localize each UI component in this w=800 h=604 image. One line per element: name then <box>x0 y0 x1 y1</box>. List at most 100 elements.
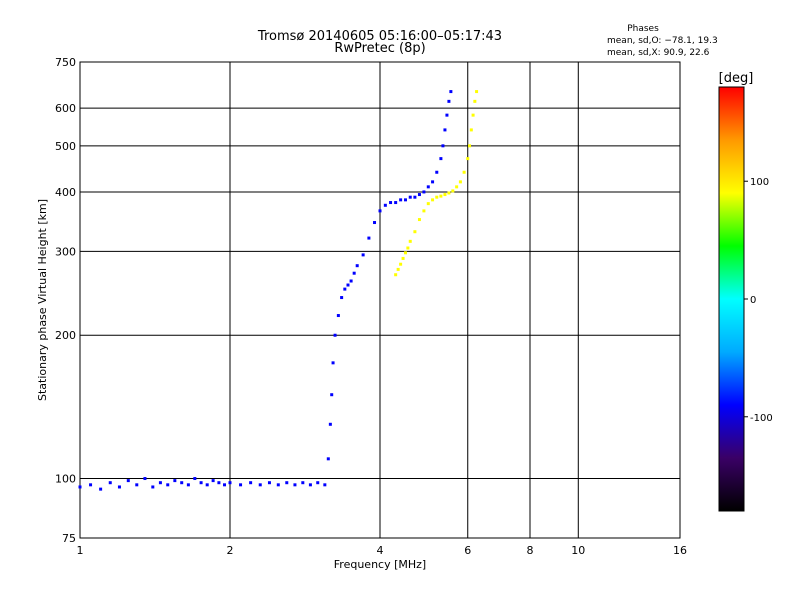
data-point <box>401 256 405 260</box>
y-axis-label: Stationary phase Virtual Height [km] <box>36 199 49 401</box>
x-axis-label: Frequency [MHz] <box>334 558 426 571</box>
data-point <box>316 481 320 485</box>
data-point <box>166 483 170 487</box>
phase-stats-o: mean, sd,O: −78.1, 19.3 <box>607 36 718 46</box>
data-point <box>466 157 470 161</box>
data-point <box>406 246 410 250</box>
data-point <box>455 185 459 189</box>
y-tick-label: 750 <box>55 56 76 69</box>
y-tick-label: 300 <box>55 245 76 258</box>
x-tick-label: 16 <box>673 544 687 557</box>
data-point <box>180 481 184 485</box>
data-point <box>158 481 162 485</box>
colorbar-tick-label: 0 <box>750 295 756 306</box>
data-point <box>373 221 377 225</box>
colorbar <box>718 86 745 512</box>
data-point <box>422 190 426 194</box>
y-tick-label: 500 <box>55 140 76 153</box>
data-point <box>205 483 209 487</box>
x-tick-label: 4 <box>377 544 384 557</box>
data-point <box>394 201 398 205</box>
data-point <box>383 203 387 207</box>
data-point <box>417 193 421 197</box>
data-point <box>78 485 82 489</box>
data-point <box>422 209 426 213</box>
data-point <box>469 128 473 132</box>
data-point <box>349 279 353 283</box>
data-point <box>443 193 447 197</box>
data-point <box>326 457 330 461</box>
phase-stats-x: mean, sd,X: 90.9, 22.6 <box>607 48 710 58</box>
data-point <box>471 113 475 117</box>
y-tick-label: 400 <box>55 186 76 199</box>
data-point <box>378 209 382 213</box>
data-point <box>447 191 451 195</box>
y-tick-label: 600 <box>55 102 76 115</box>
data-point <box>323 483 327 487</box>
data-point <box>403 198 407 202</box>
data-point <box>328 422 332 426</box>
colorbar-tick-label: -100 <box>750 413 773 424</box>
data-point <box>403 251 407 255</box>
data-point <box>333 333 337 337</box>
data-point <box>449 90 453 94</box>
data-point <box>99 487 103 491</box>
data-point <box>439 194 443 198</box>
x-tick-label: 10 <box>571 544 585 557</box>
data-point <box>267 481 271 485</box>
data-point <box>249 481 253 485</box>
data-point <box>285 481 289 485</box>
data-point <box>173 479 177 483</box>
data-point <box>355 264 359 268</box>
data-point <box>330 393 334 397</box>
colorbar-ticks: 100 0 -100 <box>744 177 773 424</box>
data-point <box>276 483 280 487</box>
data-point <box>367 236 371 240</box>
data-point <box>108 481 112 485</box>
x-tick-label: 2 <box>227 544 234 557</box>
data-point <box>352 271 356 275</box>
data-point <box>394 273 398 277</box>
data-point <box>447 99 451 103</box>
data-point <box>228 481 232 485</box>
colorbar-tick-label: 100 <box>750 177 769 188</box>
data-point <box>396 267 400 271</box>
y-tick-label: 100 <box>55 473 76 486</box>
data-point <box>413 230 417 234</box>
data-point <box>475 90 479 94</box>
data-point <box>426 185 430 189</box>
data-point <box>117 485 121 489</box>
data-point <box>451 189 455 193</box>
chart-title: Tromsø 20140605 05:16:00–05:17:43 <box>257 29 502 44</box>
data-point <box>468 144 472 148</box>
data-point <box>439 157 443 161</box>
data-point <box>462 170 466 174</box>
y-tick-label: 75 <box>62 532 76 545</box>
data-point <box>431 180 435 184</box>
data-point <box>211 479 215 483</box>
data-point <box>458 180 462 184</box>
data-point <box>361 253 365 257</box>
y-tick-label: 200 <box>55 329 76 342</box>
phase-stats-heading: Phases <box>627 24 659 34</box>
x-tick-label: 1 <box>77 544 84 557</box>
data-point <box>435 195 439 199</box>
data-point <box>426 202 430 206</box>
data-point <box>217 481 221 485</box>
data-point <box>435 170 439 174</box>
x-tick-label: 8 <box>527 544 534 557</box>
colorbar-label: [deg] <box>719 71 754 86</box>
axis-ticks: 1 2 4 6 8 10 16 75 100 200 300 400 500 600 750 <box>55 56 687 557</box>
data-point <box>336 314 340 318</box>
data-point <box>408 195 412 199</box>
data-point <box>408 239 412 243</box>
x-tick-label: 6 <box>464 544 471 557</box>
data-point <box>151 485 155 489</box>
data-point <box>445 113 449 117</box>
data-point <box>340 296 344 300</box>
data-point <box>293 483 297 487</box>
data-point <box>126 479 130 483</box>
data-point <box>346 283 350 287</box>
